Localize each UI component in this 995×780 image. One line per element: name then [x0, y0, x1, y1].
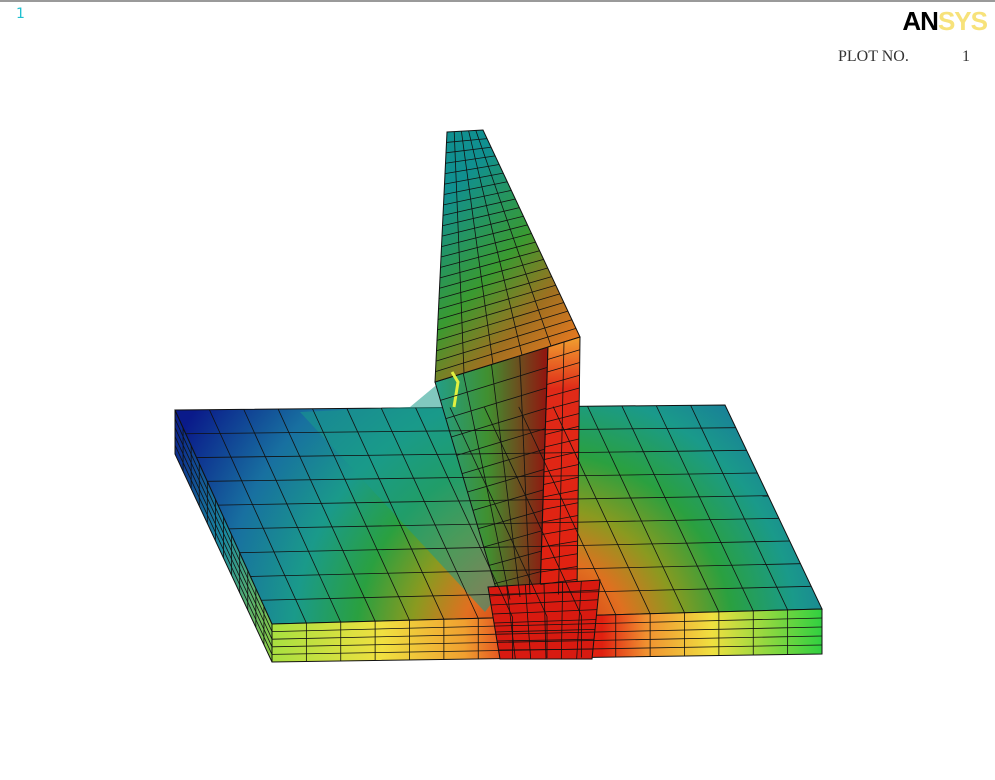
ansys-plot-window: 1 ANSYS PLOT NO. 1	[0, 0, 995, 780]
plot-label: PLOT NO.	[838, 48, 909, 66]
window-number: 1	[16, 6, 25, 22]
plot-number: 1	[962, 48, 970, 66]
logo-primary: AN	[902, 6, 938, 36]
mesh-model	[0, 2, 995, 780]
ansys-logo: ANSYS	[902, 6, 987, 37]
logo-secondary: SYS	[938, 6, 987, 36]
